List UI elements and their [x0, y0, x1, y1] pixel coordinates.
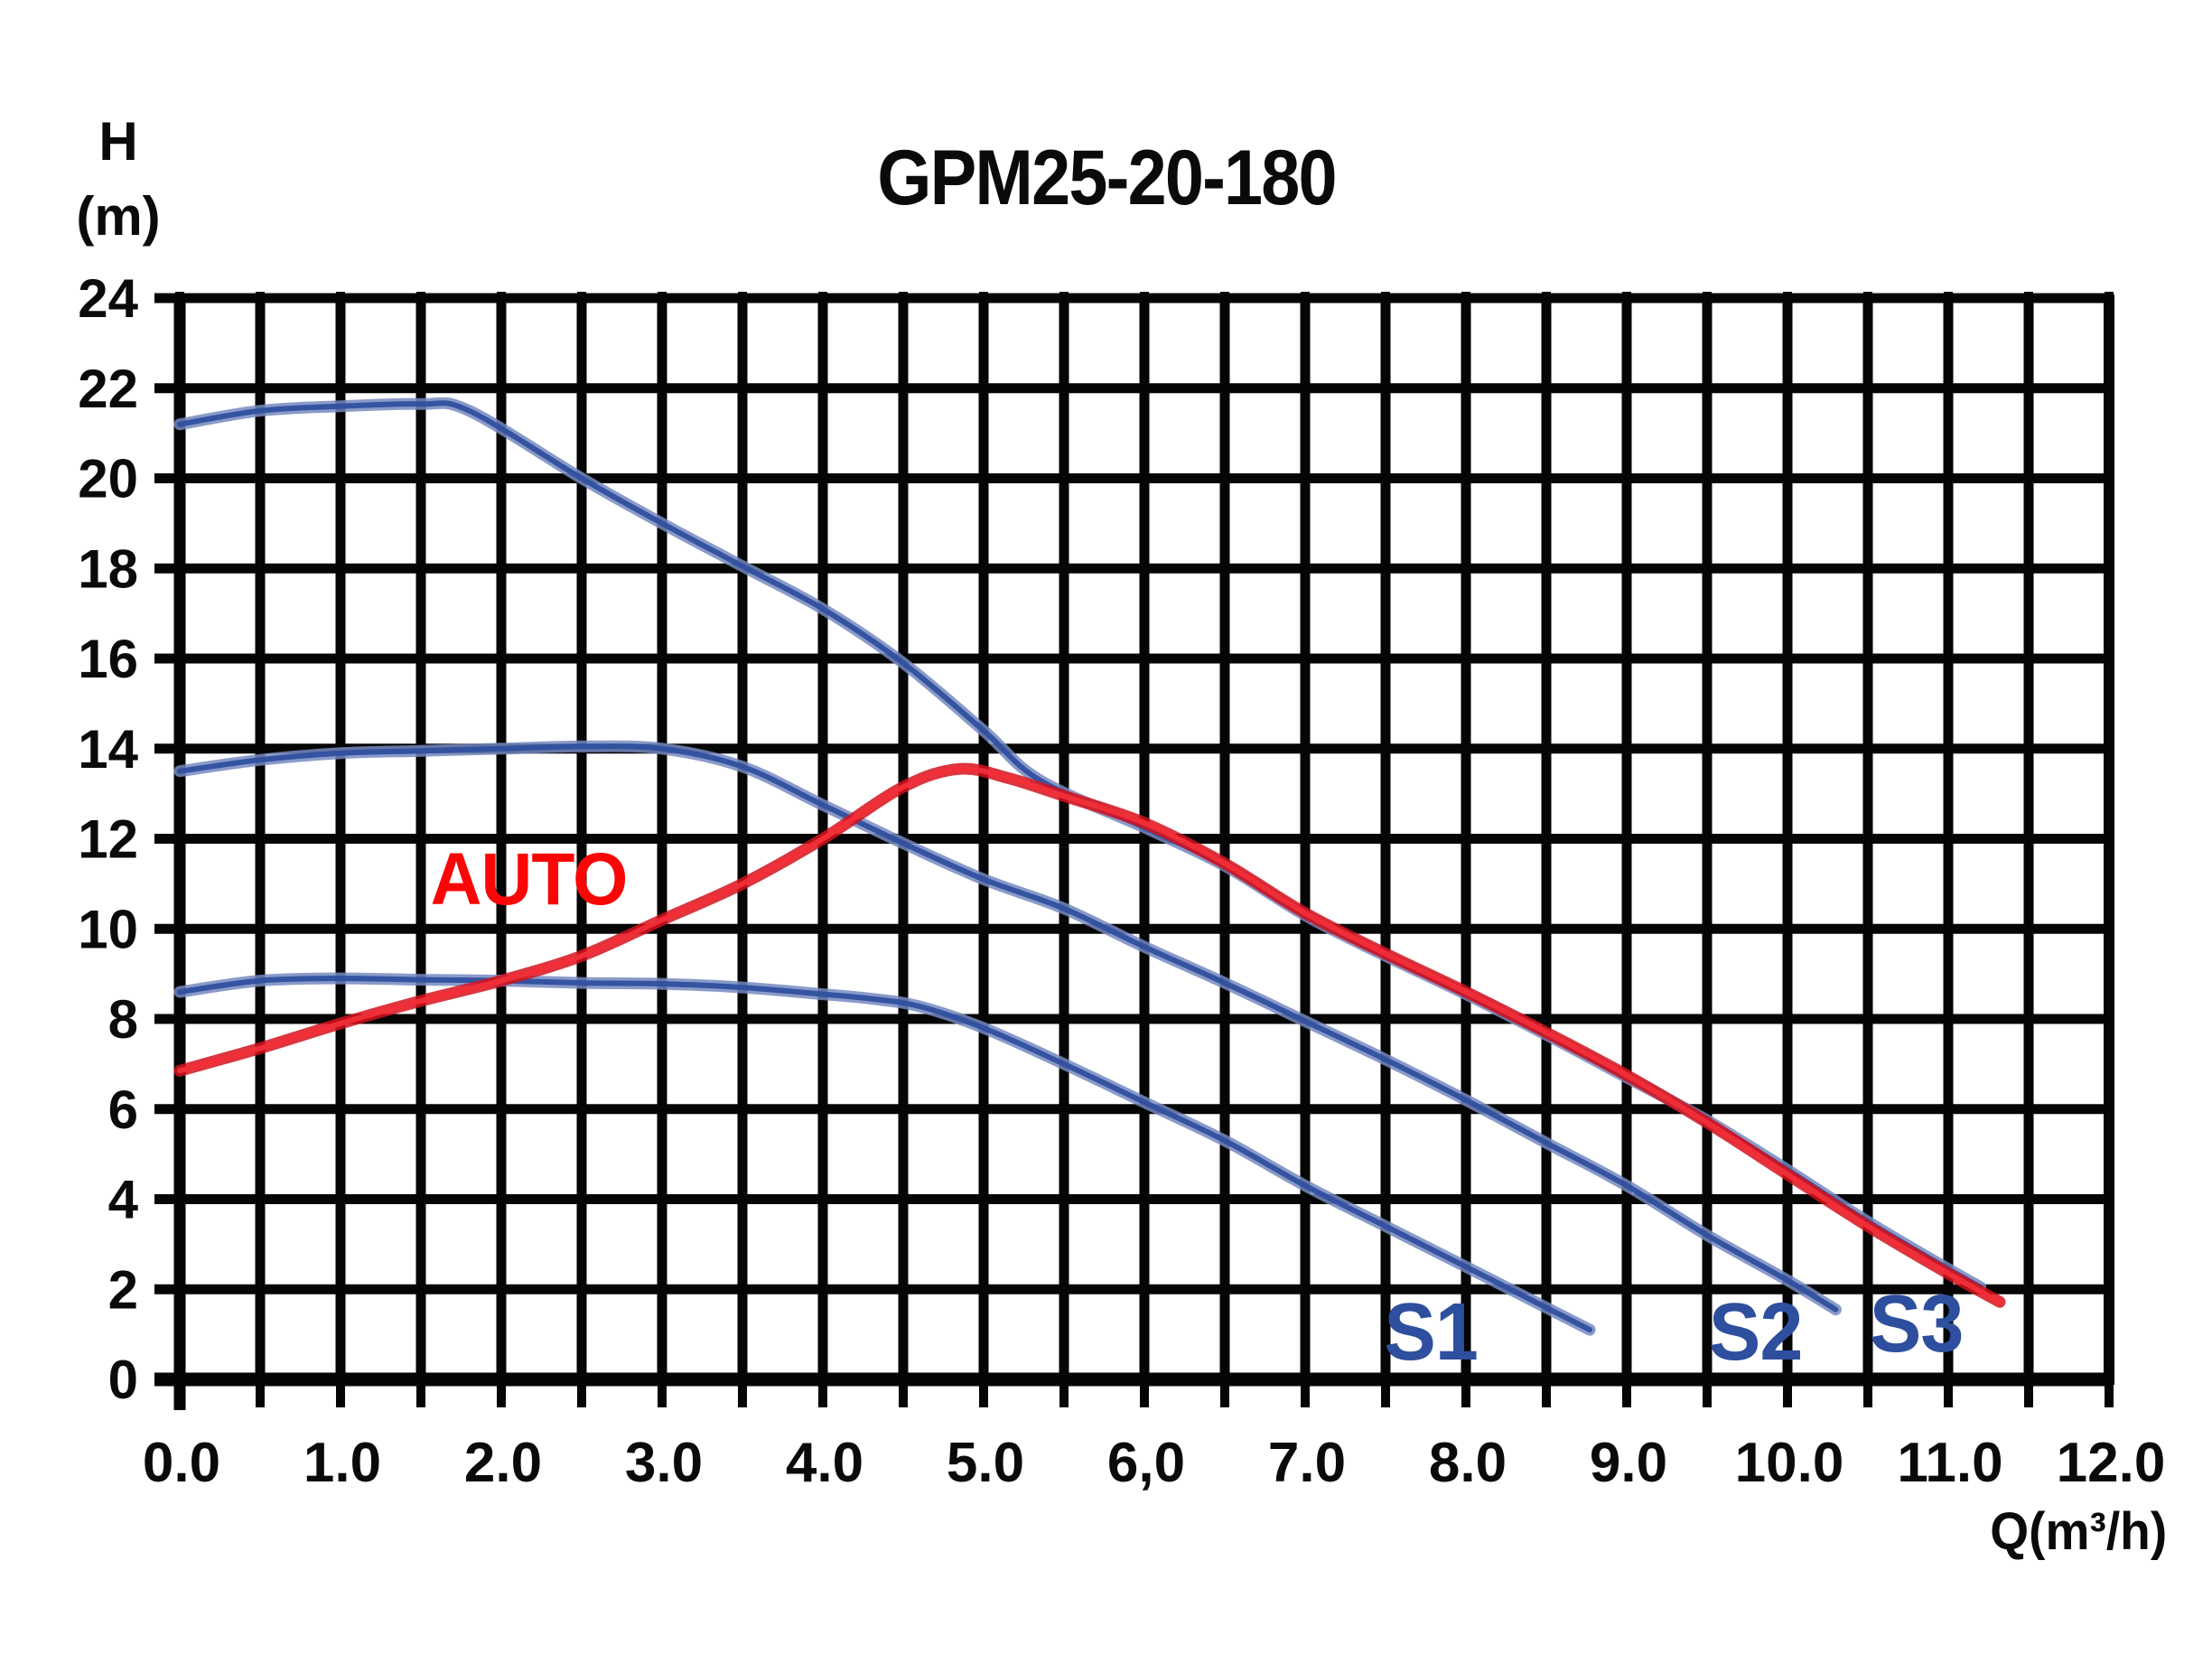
x-tick-label: 6,0 — [1107, 1432, 1185, 1494]
y-tick-label: 4 — [108, 1170, 139, 1230]
series-label-S3: S3 — [1870, 1277, 1964, 1369]
x-tick-label: 2.0 — [464, 1432, 542, 1494]
y-tick-label: 12 — [78, 809, 138, 870]
x-tick-label: 10.0 — [1735, 1432, 1844, 1494]
x-tick-label: 4.0 — [786, 1432, 863, 1494]
x-tick-label: 11.0 — [1897, 1432, 2002, 1494]
x-tick-label: 1.0 — [303, 1432, 381, 1494]
y-axis-label: H (m) — [60, 105, 177, 255]
y-tick-label: 0 — [108, 1350, 138, 1410]
x-tick-label: 8.0 — [1429, 1432, 1507, 1494]
curve-S1-core — [177, 976, 1593, 1333]
series-label-AUTO: AUTO — [431, 837, 628, 920]
curve-S2-outer — [173, 740, 1842, 1316]
curve-S1-outer — [173, 972, 1596, 1336]
series-label-S1: S1 — [1384, 1285, 1478, 1377]
chart-title: GPM25-20-180 — [876, 135, 1337, 221]
x-tick-label: 5.0 — [947, 1432, 1024, 1494]
x-tick-label: 7.0 — [1268, 1432, 1346, 1494]
y-tick-label: 24 — [78, 268, 138, 329]
y-tick-label: 22 — [78, 359, 138, 419]
y-tick-label: 18 — [78, 538, 138, 599]
x-tick-label: 0.0 — [143, 1432, 220, 1494]
x-axis-label: Q(m³/h) — [1990, 1502, 2167, 1561]
y-tick-label: 14 — [78, 719, 138, 780]
x-tick-label: 12.0 — [2057, 1432, 2166, 1494]
curve-AUTO-core — [177, 765, 2002, 1305]
y-tick-label: 8 — [108, 989, 138, 1050]
x-tick-label: 9.0 — [1590, 1432, 1667, 1494]
x-tick-label: 3.0 — [625, 1432, 703, 1494]
y-tick-label: 6 — [108, 1079, 138, 1140]
y-tick-label: 16 — [78, 629, 138, 689]
y-tick-label: 20 — [78, 449, 138, 509]
curve-S2-core — [177, 743, 1839, 1313]
y-tick-label: 10 — [78, 899, 138, 959]
series-label-S2: S2 — [1709, 1285, 1803, 1377]
y-axis-label-symbol: H — [98, 111, 138, 172]
y-tick-label: 2 — [108, 1259, 138, 1320]
y-axis-label-unit: (m) — [76, 185, 161, 247]
